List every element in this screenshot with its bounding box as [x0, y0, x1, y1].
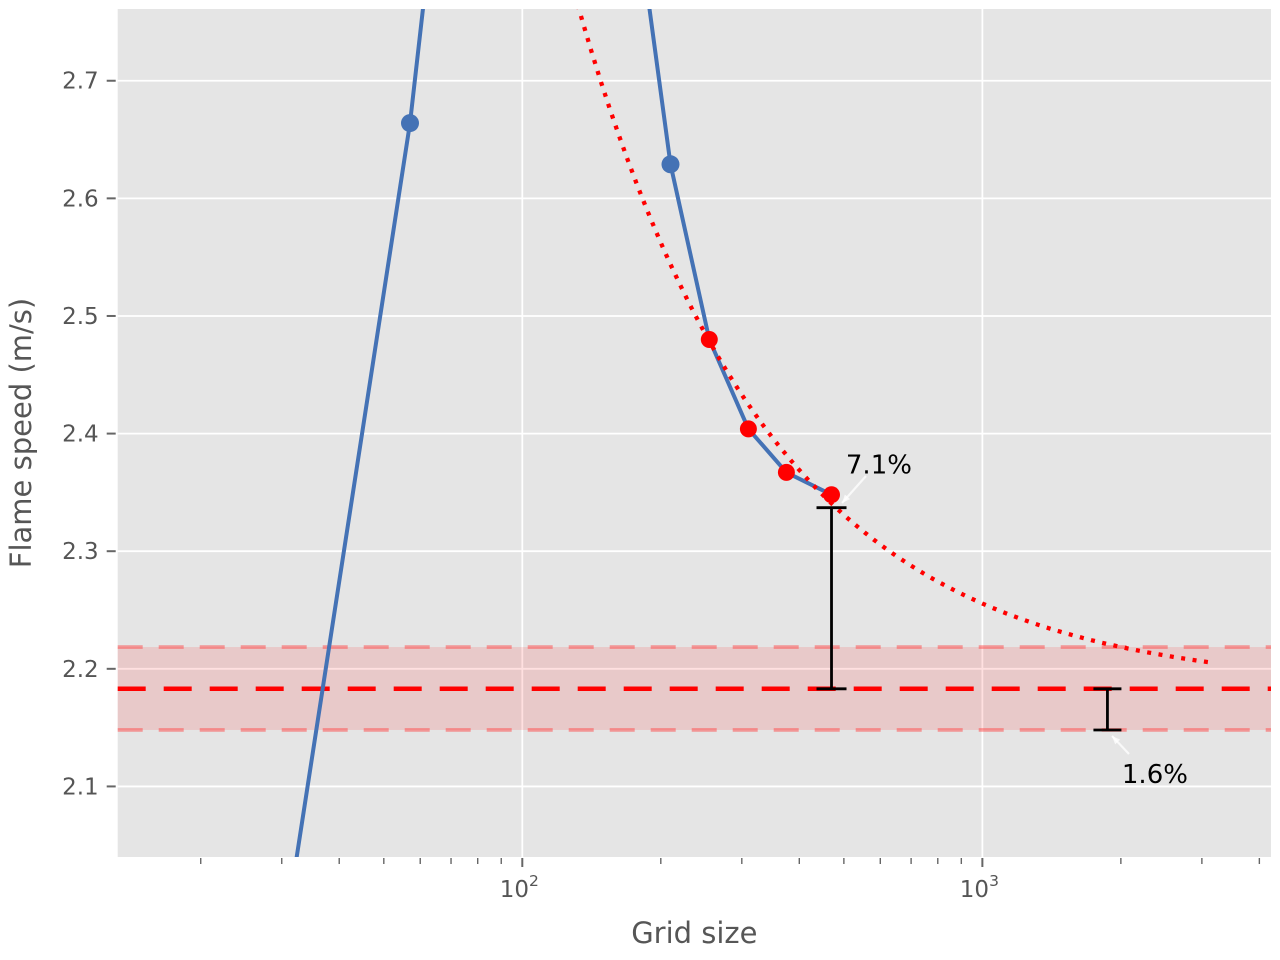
y-axis-tick-label: 2.4: [62, 422, 99, 448]
simulation-flame-speed-line: [294, 9, 833, 857]
series-layer: [294, 9, 1216, 857]
y-axis-tick-label: 2.2: [62, 657, 99, 683]
y-axis-tick-label: 2.7: [62, 69, 99, 95]
simulation-flame-speed-marker: [401, 114, 419, 133]
x-axis-tick-label: 102: [500, 872, 539, 903]
error-annotation-label: 7.1%: [846, 451, 912, 481]
fit-sample-points-marker: [823, 486, 840, 504]
simulation-flame-speed-marker: [661, 155, 680, 174]
annotation-arrowhead-icon: [1112, 736, 1121, 745]
error-annotation-label: 1.6%: [1122, 760, 1188, 790]
y-axis-tick-label: 2.5: [62, 304, 99, 330]
y-axis-tick-label: 2.3: [62, 539, 99, 565]
annotation-arrow: [841, 475, 867, 504]
annotation-arrow: [1111, 735, 1130, 755]
fit-sample-points-marker: [777, 463, 795, 481]
error-bar-group: 1.6%: [1093, 687, 1188, 790]
fit-sample-points-marker: [700, 331, 718, 348]
fit-sample-points-marker: [739, 420, 757, 438]
x-tick-exponent: 2: [529, 872, 539, 890]
y-axis-tick-label: 2.1: [62, 774, 99, 800]
x-tick-exponent: 3: [989, 872, 999, 890]
y-axis-title: Flame speed (m/s): [4, 298, 38, 568]
x-axis-tick-label: 103: [960, 872, 999, 903]
annotation-arrowhead-icon: [842, 494, 851, 503]
error-bar-group: 7.1%: [816, 451, 912, 691]
x-axis-title: Grid size: [631, 916, 757, 950]
y-axis-tick-label: 2.6: [62, 186, 99, 212]
